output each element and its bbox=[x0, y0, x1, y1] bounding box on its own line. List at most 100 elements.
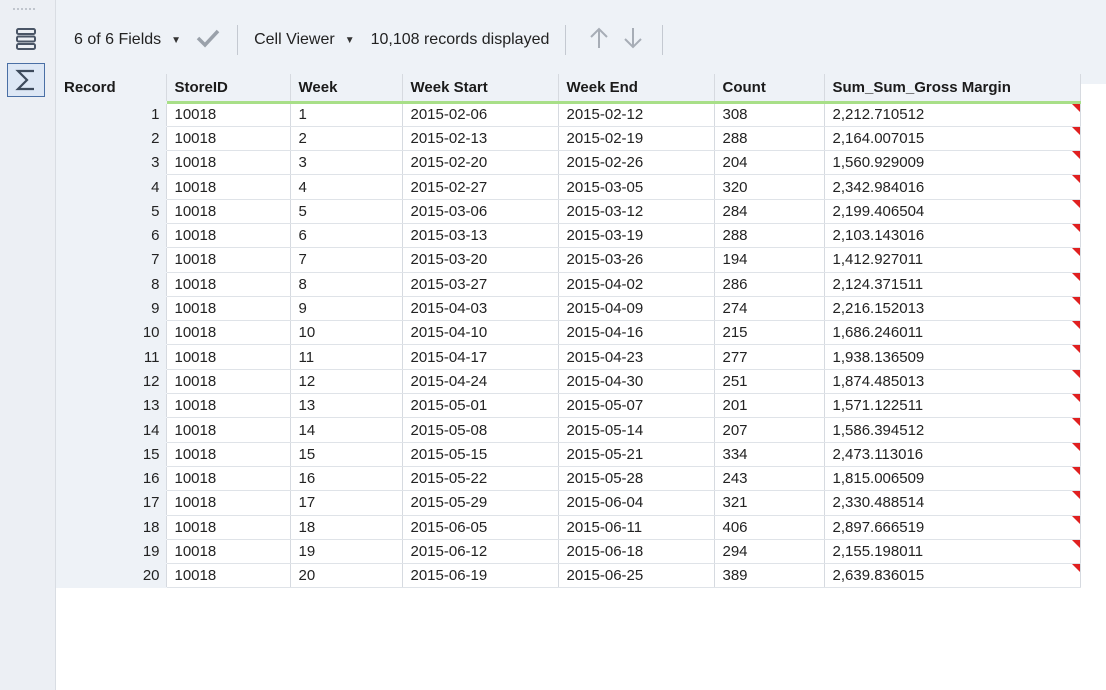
cell-sum-gross-margin[interactable]: 1,874.485013 bbox=[824, 369, 1081, 395]
cell-week-end[interactable]: 2015-05-07 bbox=[558, 393, 715, 419]
arrow-down-icon[interactable] bbox=[622, 26, 644, 54]
cell-week-start[interactable]: 2015-05-15 bbox=[402, 442, 559, 467]
table-row[interactable]: 12 10018 12 2015-04-24 2015-04-30 251 1,874.48… bbox=[56, 369, 1081, 395]
cell-sum-gross-margin[interactable]: 2,124.371511 bbox=[824, 272, 1081, 297]
cell-sum-gross-margin[interactable]: 1,686.246011 bbox=[824, 320, 1081, 346]
table-row[interactable]: 5 10018 5 2015-03-06 2015-03-12 284 2,199.4065… bbox=[56, 199, 1081, 224]
cell-week[interactable]: 11 bbox=[290, 344, 403, 370]
cell-storeid[interactable]: 10018 bbox=[166, 174, 291, 200]
cell-week-end[interactable]: 2015-05-14 bbox=[558, 417, 715, 443]
cell-count[interactable]: 308 bbox=[714, 102, 825, 127]
cell-storeid[interactable]: 10018 bbox=[166, 223, 291, 249]
cell-week-start[interactable]: 2015-02-13 bbox=[402, 126, 559, 152]
cell-week-end[interactable]: 2015-02-19 bbox=[558, 126, 715, 152]
cell-record[interactable]: 12 bbox=[56, 369, 167, 395]
cell-record[interactable]: 17 bbox=[56, 490, 167, 516]
cell-record[interactable]: 20 bbox=[56, 563, 167, 589]
cell-week-start[interactable]: 2015-05-29 bbox=[402, 490, 559, 516]
cell-week-end[interactable]: 2015-06-11 bbox=[558, 515, 715, 540]
cell-week-end[interactable]: 2015-03-26 bbox=[558, 247, 715, 273]
cell-storeid[interactable]: 10018 bbox=[166, 272, 291, 297]
cell-count[interactable]: 320 bbox=[714, 174, 825, 200]
cell-week-start[interactable]: 2015-02-27 bbox=[402, 174, 559, 200]
table-row[interactable]: 6 10018 6 2015-03-13 2015-03-19 288 2,103.1430… bbox=[56, 223, 1081, 249]
cell-record[interactable]: 2 bbox=[56, 126, 167, 152]
cell-week-end[interactable]: 2015-04-16 bbox=[558, 320, 715, 346]
cell-storeid[interactable]: 10018 bbox=[166, 393, 291, 419]
cell-week-end[interactable]: 2015-04-23 bbox=[558, 344, 715, 370]
cell-sum-gross-margin[interactable]: 1,815.006509 bbox=[824, 466, 1081, 492]
table-row[interactable]: 8 10018 8 2015-03-27 2015-04-02 286 2,124.3715… bbox=[56, 272, 1081, 297]
cell-week[interactable]: 17 bbox=[290, 490, 403, 516]
cell-sum-gross-margin[interactable]: 1,938.136509 bbox=[824, 344, 1081, 370]
cell-count[interactable]: 251 bbox=[714, 369, 825, 395]
cell-sum-gross-margin[interactable]: 1,560.929009 bbox=[824, 150, 1081, 176]
cell-week[interactable]: 14 bbox=[290, 417, 403, 443]
cell-storeid[interactable]: 10018 bbox=[166, 490, 291, 516]
cell-week-end[interactable]: 2015-05-28 bbox=[558, 466, 715, 492]
cell-count[interactable]: 194 bbox=[714, 247, 825, 273]
cell-count[interactable]: 288 bbox=[714, 126, 825, 152]
cell-week[interactable]: 7 bbox=[290, 247, 403, 273]
column-header-week-start[interactable]: Week Start bbox=[402, 74, 559, 104]
cell-storeid[interactable]: 10018 bbox=[166, 515, 291, 540]
cell-record[interactable]: 4 bbox=[56, 174, 167, 200]
summarize-button[interactable] bbox=[7, 63, 45, 97]
cell-storeid[interactable]: 10018 bbox=[166, 563, 291, 589]
cell-record[interactable]: 9 bbox=[56, 296, 167, 322]
cell-week-end[interactable]: 2015-03-05 bbox=[558, 174, 715, 200]
cell-week[interactable]: 13 bbox=[290, 393, 403, 419]
list-view-button[interactable] bbox=[7, 22, 45, 56]
table-row[interactable]: 20 10018 20 2015-06-19 2015-06-25 389 2,639.83… bbox=[56, 563, 1081, 589]
table-row[interactable]: 9 10018 9 2015-04-03 2015-04-09 274 2,216.1520… bbox=[56, 296, 1081, 322]
cell-count[interactable]: 274 bbox=[714, 296, 825, 322]
column-header-record[interactable]: Record bbox=[56, 74, 167, 104]
cell-sum-gross-margin[interactable]: 2,155.198011 bbox=[824, 539, 1081, 565]
cell-week[interactable]: 9 bbox=[290, 296, 403, 322]
cell-week[interactable]: 5 bbox=[290, 199, 403, 224]
cell-sum-gross-margin[interactable]: 2,103.143016 bbox=[824, 223, 1081, 249]
cell-week-end[interactable]: 2015-04-30 bbox=[558, 369, 715, 395]
cell-week[interactable]: 16 bbox=[290, 466, 403, 492]
cell-week-end[interactable]: 2015-03-19 bbox=[558, 223, 715, 249]
cell-storeid[interactable]: 10018 bbox=[166, 369, 291, 395]
cell-week[interactable]: 18 bbox=[290, 515, 403, 540]
arrow-up-icon[interactable] bbox=[588, 26, 610, 54]
cell-week-start[interactable]: 2015-05-01 bbox=[402, 393, 559, 419]
cell-count[interactable]: 406 bbox=[714, 515, 825, 540]
cell-week-end[interactable]: 2015-02-12 bbox=[558, 102, 715, 127]
cell-record[interactable]: 1 bbox=[56, 102, 167, 127]
cell-storeid[interactable]: 10018 bbox=[166, 442, 291, 467]
cell-week-start[interactable]: 2015-04-24 bbox=[402, 369, 559, 395]
cell-week[interactable]: 4 bbox=[290, 174, 403, 200]
table-row[interactable]: 2 10018 2 2015-02-13 2015-02-19 288 2,164.0070… bbox=[56, 126, 1081, 152]
cell-week-start[interactable]: 2015-02-06 bbox=[402, 102, 559, 127]
cell-week-start[interactable]: 2015-03-20 bbox=[402, 247, 559, 273]
cell-week-start[interactable]: 2015-03-27 bbox=[402, 272, 559, 297]
cell-week-start[interactable]: 2015-04-17 bbox=[402, 344, 559, 370]
cell-week-start[interactable]: 2015-05-22 bbox=[402, 466, 559, 492]
cell-count[interactable]: 204 bbox=[714, 150, 825, 176]
table-row[interactable]: 7 10018 7 2015-03-20 2015-03-26 194 1,412.9270… bbox=[56, 247, 1081, 273]
cell-sum-gross-margin[interactable]: 1,571.122511 bbox=[824, 393, 1081, 419]
cell-week[interactable]: 20 bbox=[290, 563, 403, 589]
cell-week-start[interactable]: 2015-06-19 bbox=[402, 563, 559, 589]
cell-count[interactable]: 207 bbox=[714, 417, 825, 443]
table-row[interactable]: 13 10018 13 2015-05-01 2015-05-07 201 1,571.12… bbox=[56, 393, 1081, 419]
cell-week[interactable]: 10 bbox=[290, 320, 403, 346]
cell-week-start[interactable]: 2015-04-10 bbox=[402, 320, 559, 346]
table-row[interactable]: 17 10018 17 2015-05-29 2015-06-04 321 2,330.48… bbox=[56, 490, 1081, 516]
cell-week[interactable]: 19 bbox=[290, 539, 403, 565]
cell-sum-gross-margin[interactable]: 1,412.927011 bbox=[824, 247, 1081, 273]
cell-sum-gross-margin[interactable]: 2,342.984016 bbox=[824, 174, 1081, 200]
cell-sum-gross-margin[interactable]: 1,586.394512 bbox=[824, 417, 1081, 443]
table-row[interactable]: 1 10018 1 2015-02-06 2015-02-12 308 2,212.7105… bbox=[56, 102, 1081, 127]
cell-record[interactable]: 5 bbox=[56, 199, 167, 224]
cell-week-start[interactable]: 2015-05-08 bbox=[402, 417, 559, 443]
cell-count[interactable]: 215 bbox=[714, 320, 825, 346]
cell-week[interactable]: 8 bbox=[290, 272, 403, 297]
cell-storeid[interactable]: 10018 bbox=[166, 126, 291, 152]
cell-record[interactable]: 11 bbox=[56, 344, 167, 370]
cell-count[interactable]: 334 bbox=[714, 442, 825, 467]
cell-storeid[interactable]: 10018 bbox=[166, 466, 291, 492]
